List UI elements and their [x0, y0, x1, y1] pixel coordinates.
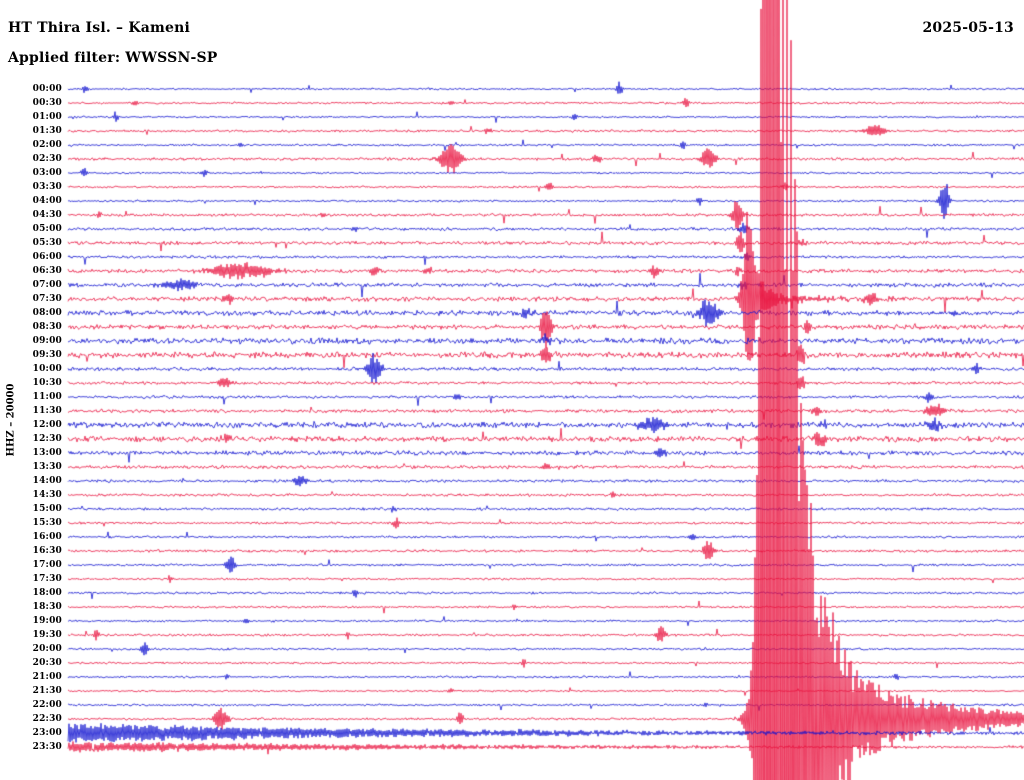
- time-label: 12:00: [32, 420, 62, 430]
- time-label: 08:00: [32, 308, 62, 318]
- time-label: 19:00: [32, 616, 62, 626]
- amplitude-scale-label: HHZ – 20000: [5, 383, 17, 457]
- time-label: 13:30: [32, 462, 62, 472]
- time-label: 01:00: [32, 112, 62, 122]
- time-label: 03:00: [32, 168, 62, 178]
- time-label: 19:30: [32, 630, 62, 640]
- time-label: 23:00: [32, 728, 62, 738]
- time-label: 17:30: [32, 574, 62, 584]
- filter-label: Applied filter: WWSSN-SP: [8, 50, 218, 66]
- time-label: 06:30: [32, 266, 62, 276]
- time-label: 14:30: [32, 490, 62, 500]
- time-label: 21:30: [32, 686, 62, 696]
- time-label: 03:30: [32, 182, 62, 192]
- time-label: 07:00: [32, 280, 62, 290]
- time-label: 06:00: [32, 252, 62, 262]
- time-label: 02:30: [32, 154, 62, 164]
- station-title: HT Thira Isl. – Kameni: [8, 20, 190, 36]
- time-label: 16:00: [32, 532, 62, 542]
- time-label: 22:30: [32, 714, 62, 724]
- time-label: 09:30: [32, 350, 62, 360]
- time-label: 09:00: [32, 336, 62, 346]
- time-label: 11:00: [32, 392, 62, 402]
- time-label: 05:30: [32, 238, 62, 248]
- time-label: 15:30: [32, 518, 62, 528]
- time-label: 23:30: [32, 742, 62, 752]
- time-label: 13:00: [32, 448, 62, 458]
- time-label: 16:30: [32, 546, 62, 556]
- time-label: 18:30: [32, 602, 62, 612]
- time-label: 07:30: [32, 294, 62, 304]
- time-label: 08:30: [32, 322, 62, 332]
- time-label: 20:30: [32, 658, 62, 668]
- time-label: 17:00: [32, 560, 62, 570]
- time-label: 11:30: [32, 406, 62, 416]
- time-label: 21:00: [32, 672, 62, 682]
- time-label: 22:00: [32, 700, 62, 710]
- time-label: 14:00: [32, 476, 62, 486]
- time-label: 05:00: [32, 224, 62, 234]
- time-label: 10:30: [32, 378, 62, 388]
- time-label: 00:30: [32, 98, 62, 108]
- time-label: 04:00: [32, 196, 62, 206]
- time-label: 02:00: [32, 140, 62, 150]
- time-label: 18:00: [32, 588, 62, 598]
- time-label: 00:00: [32, 84, 62, 94]
- date-label: 2025-05-13: [922, 20, 1014, 36]
- time-label: 20:00: [32, 644, 62, 654]
- time-label: 12:30: [32, 434, 62, 444]
- time-label: 15:00: [32, 504, 62, 514]
- time-label: 10:00: [32, 364, 62, 374]
- time-label: 04:30: [32, 210, 62, 220]
- time-label: 01:30: [32, 126, 62, 136]
